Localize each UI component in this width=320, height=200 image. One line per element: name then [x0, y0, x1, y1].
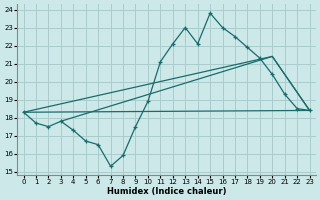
- X-axis label: Humidex (Indice chaleur): Humidex (Indice chaleur): [107, 187, 226, 196]
